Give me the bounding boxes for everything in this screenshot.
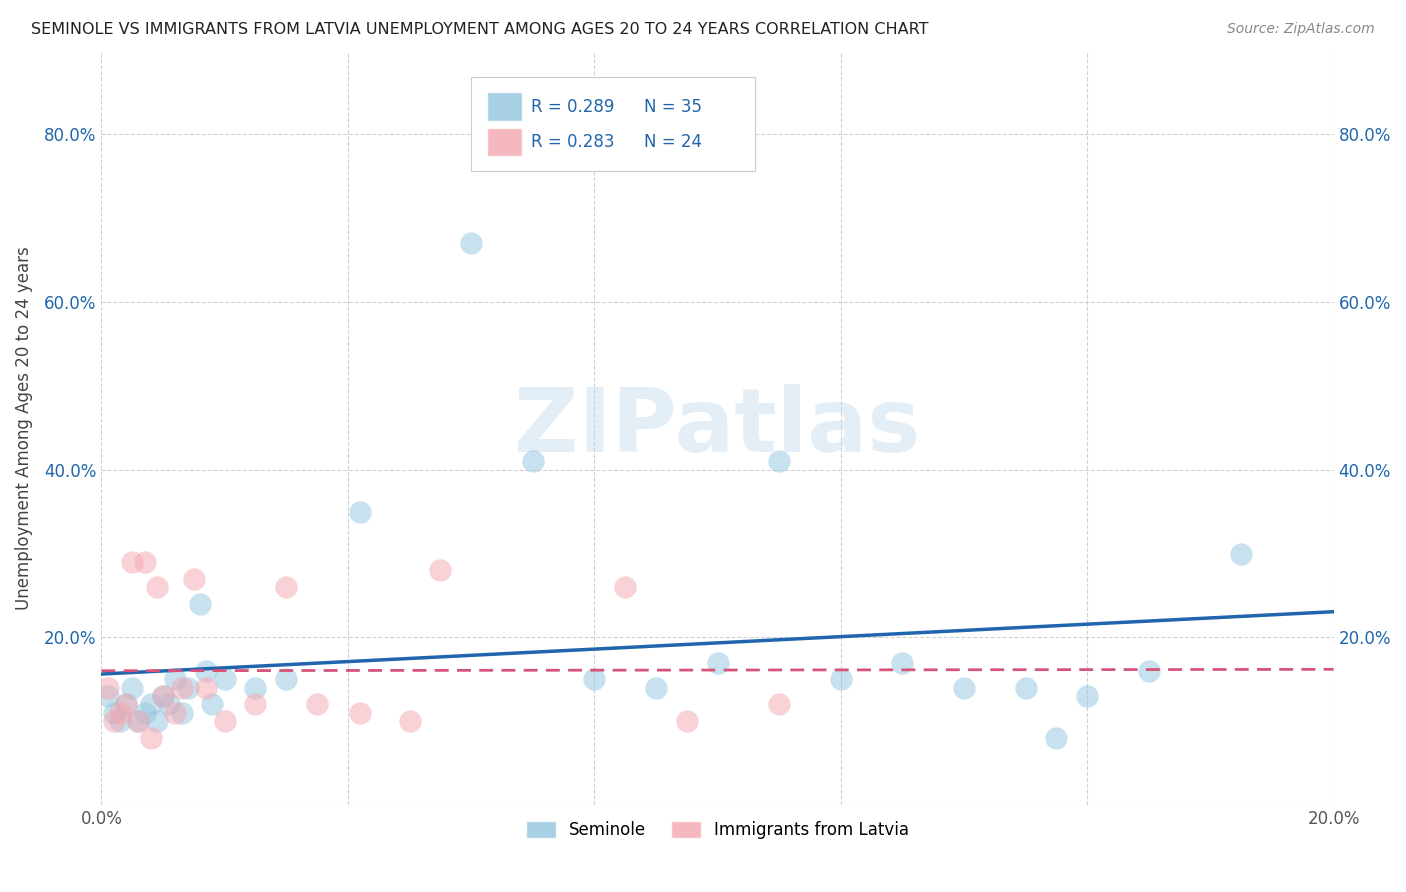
- FancyBboxPatch shape: [486, 128, 522, 156]
- Point: [1014, 681, 1036, 695]
- Text: N = 35: N = 35: [644, 97, 702, 115]
- Point: [195, 681, 218, 695]
- Point: [675, 714, 697, 729]
- Point: [583, 673, 606, 687]
- FancyBboxPatch shape: [486, 92, 522, 120]
- Point: [97, 689, 120, 703]
- Point: [245, 698, 267, 712]
- Point: [134, 706, 156, 720]
- Point: [103, 714, 125, 729]
- Point: [891, 656, 914, 670]
- Point: [127, 714, 149, 729]
- Point: [1230, 547, 1253, 561]
- Text: ZIPatlas: ZIPatlas: [515, 384, 921, 471]
- Point: [157, 698, 180, 712]
- Point: [108, 706, 131, 720]
- Point: [1137, 664, 1160, 678]
- Point: [177, 681, 200, 695]
- Text: R = 0.289: R = 0.289: [531, 97, 614, 115]
- Point: [152, 689, 174, 703]
- Point: [768, 454, 790, 468]
- Point: [1045, 731, 1067, 745]
- Point: [139, 698, 162, 712]
- Text: Source: ZipAtlas.com: Source: ZipAtlas.com: [1227, 22, 1375, 37]
- Point: [214, 714, 236, 729]
- FancyBboxPatch shape: [471, 77, 755, 171]
- Point: [276, 673, 298, 687]
- Point: [214, 673, 236, 687]
- Point: [1076, 689, 1098, 703]
- Point: [165, 673, 187, 687]
- Point: [121, 555, 143, 569]
- Point: [146, 714, 169, 729]
- Point: [195, 664, 218, 678]
- Point: [706, 656, 728, 670]
- Point: [127, 714, 149, 729]
- Point: [429, 563, 451, 577]
- Point: [276, 580, 298, 594]
- Point: [307, 698, 329, 712]
- Text: R = 0.283: R = 0.283: [531, 133, 614, 151]
- Point: [460, 236, 482, 251]
- Text: SEMINOLE VS IMMIGRANTS FROM LATVIA UNEMPLOYMENT AMONG AGES 20 TO 24 YEARS CORREL: SEMINOLE VS IMMIGRANTS FROM LATVIA UNEMP…: [31, 22, 928, 37]
- Point: [398, 714, 420, 729]
- Point: [170, 681, 193, 695]
- Point: [522, 454, 544, 468]
- Point: [614, 580, 637, 594]
- Point: [201, 698, 224, 712]
- Point: [139, 731, 162, 745]
- Point: [953, 681, 976, 695]
- Point: [165, 706, 187, 720]
- Point: [830, 673, 852, 687]
- Point: [146, 580, 169, 594]
- Point: [121, 681, 143, 695]
- Point: [188, 597, 211, 611]
- Point: [152, 689, 174, 703]
- Point: [103, 706, 125, 720]
- Point: [183, 572, 205, 586]
- Text: N = 24: N = 24: [644, 133, 702, 151]
- Point: [134, 555, 156, 569]
- Point: [108, 714, 131, 729]
- Legend: Seminole, Immigrants from Latvia: Seminole, Immigrants from Latvia: [519, 814, 917, 846]
- Point: [645, 681, 668, 695]
- Point: [97, 681, 120, 695]
- Point: [115, 698, 138, 712]
- Point: [349, 505, 371, 519]
- Point: [768, 698, 790, 712]
- Point: [245, 681, 267, 695]
- Y-axis label: Unemployment Among Ages 20 to 24 years: Unemployment Among Ages 20 to 24 years: [15, 246, 32, 610]
- Point: [170, 706, 193, 720]
- Point: [349, 706, 371, 720]
- Point: [115, 698, 138, 712]
